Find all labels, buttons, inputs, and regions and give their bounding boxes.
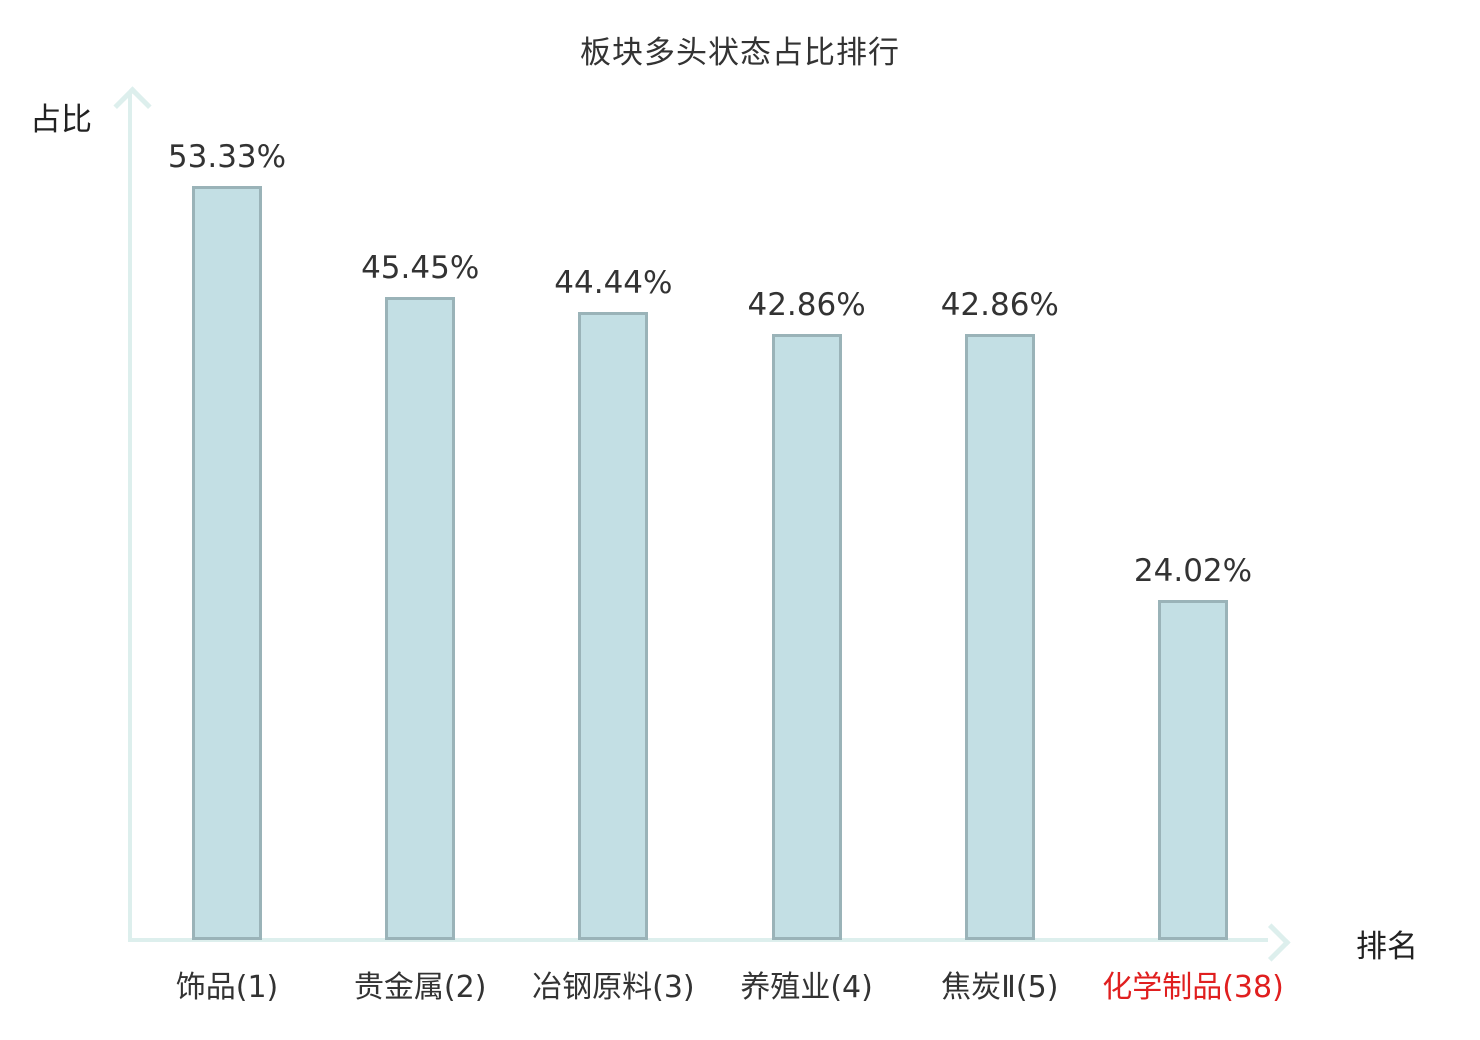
bar-value-label: 44.44%	[554, 264, 673, 301]
bar	[385, 297, 456, 940]
bar-value-label: 45.45%	[361, 250, 480, 287]
category-label: 饰品(1)	[175, 970, 279, 1005]
y-axis-line	[128, 92, 132, 942]
bar	[1158, 600, 1228, 940]
bar	[578, 311, 649, 940]
bar	[964, 334, 1035, 940]
bar-value-label: 24.02%	[1133, 553, 1253, 590]
bar-value-label: 42.86%	[940, 287, 1059, 324]
bar	[192, 186, 262, 940]
category-label: 焦炭Ⅱ(5)	[941, 970, 1059, 1005]
x-axis-line	[128, 938, 1268, 942]
bar	[771, 334, 842, 940]
y-axis-label: 占比	[30, 102, 92, 138]
bar-value-label: 42.86%	[747, 287, 866, 324]
category-label: 养殖业(4)	[740, 970, 873, 1005]
bar-value-label: 53.33%	[167, 139, 287, 175]
category-label: 冶钢原料(3)	[532, 970, 695, 1005]
x-axis-label: 排名	[1356, 929, 1418, 965]
category-label: 贵金属(2)	[353, 970, 487, 1005]
chart-title: 板块多头状态占比排行	[580, 35, 900, 71]
category-label: 化学制品(38)	[1102, 970, 1284, 1005]
